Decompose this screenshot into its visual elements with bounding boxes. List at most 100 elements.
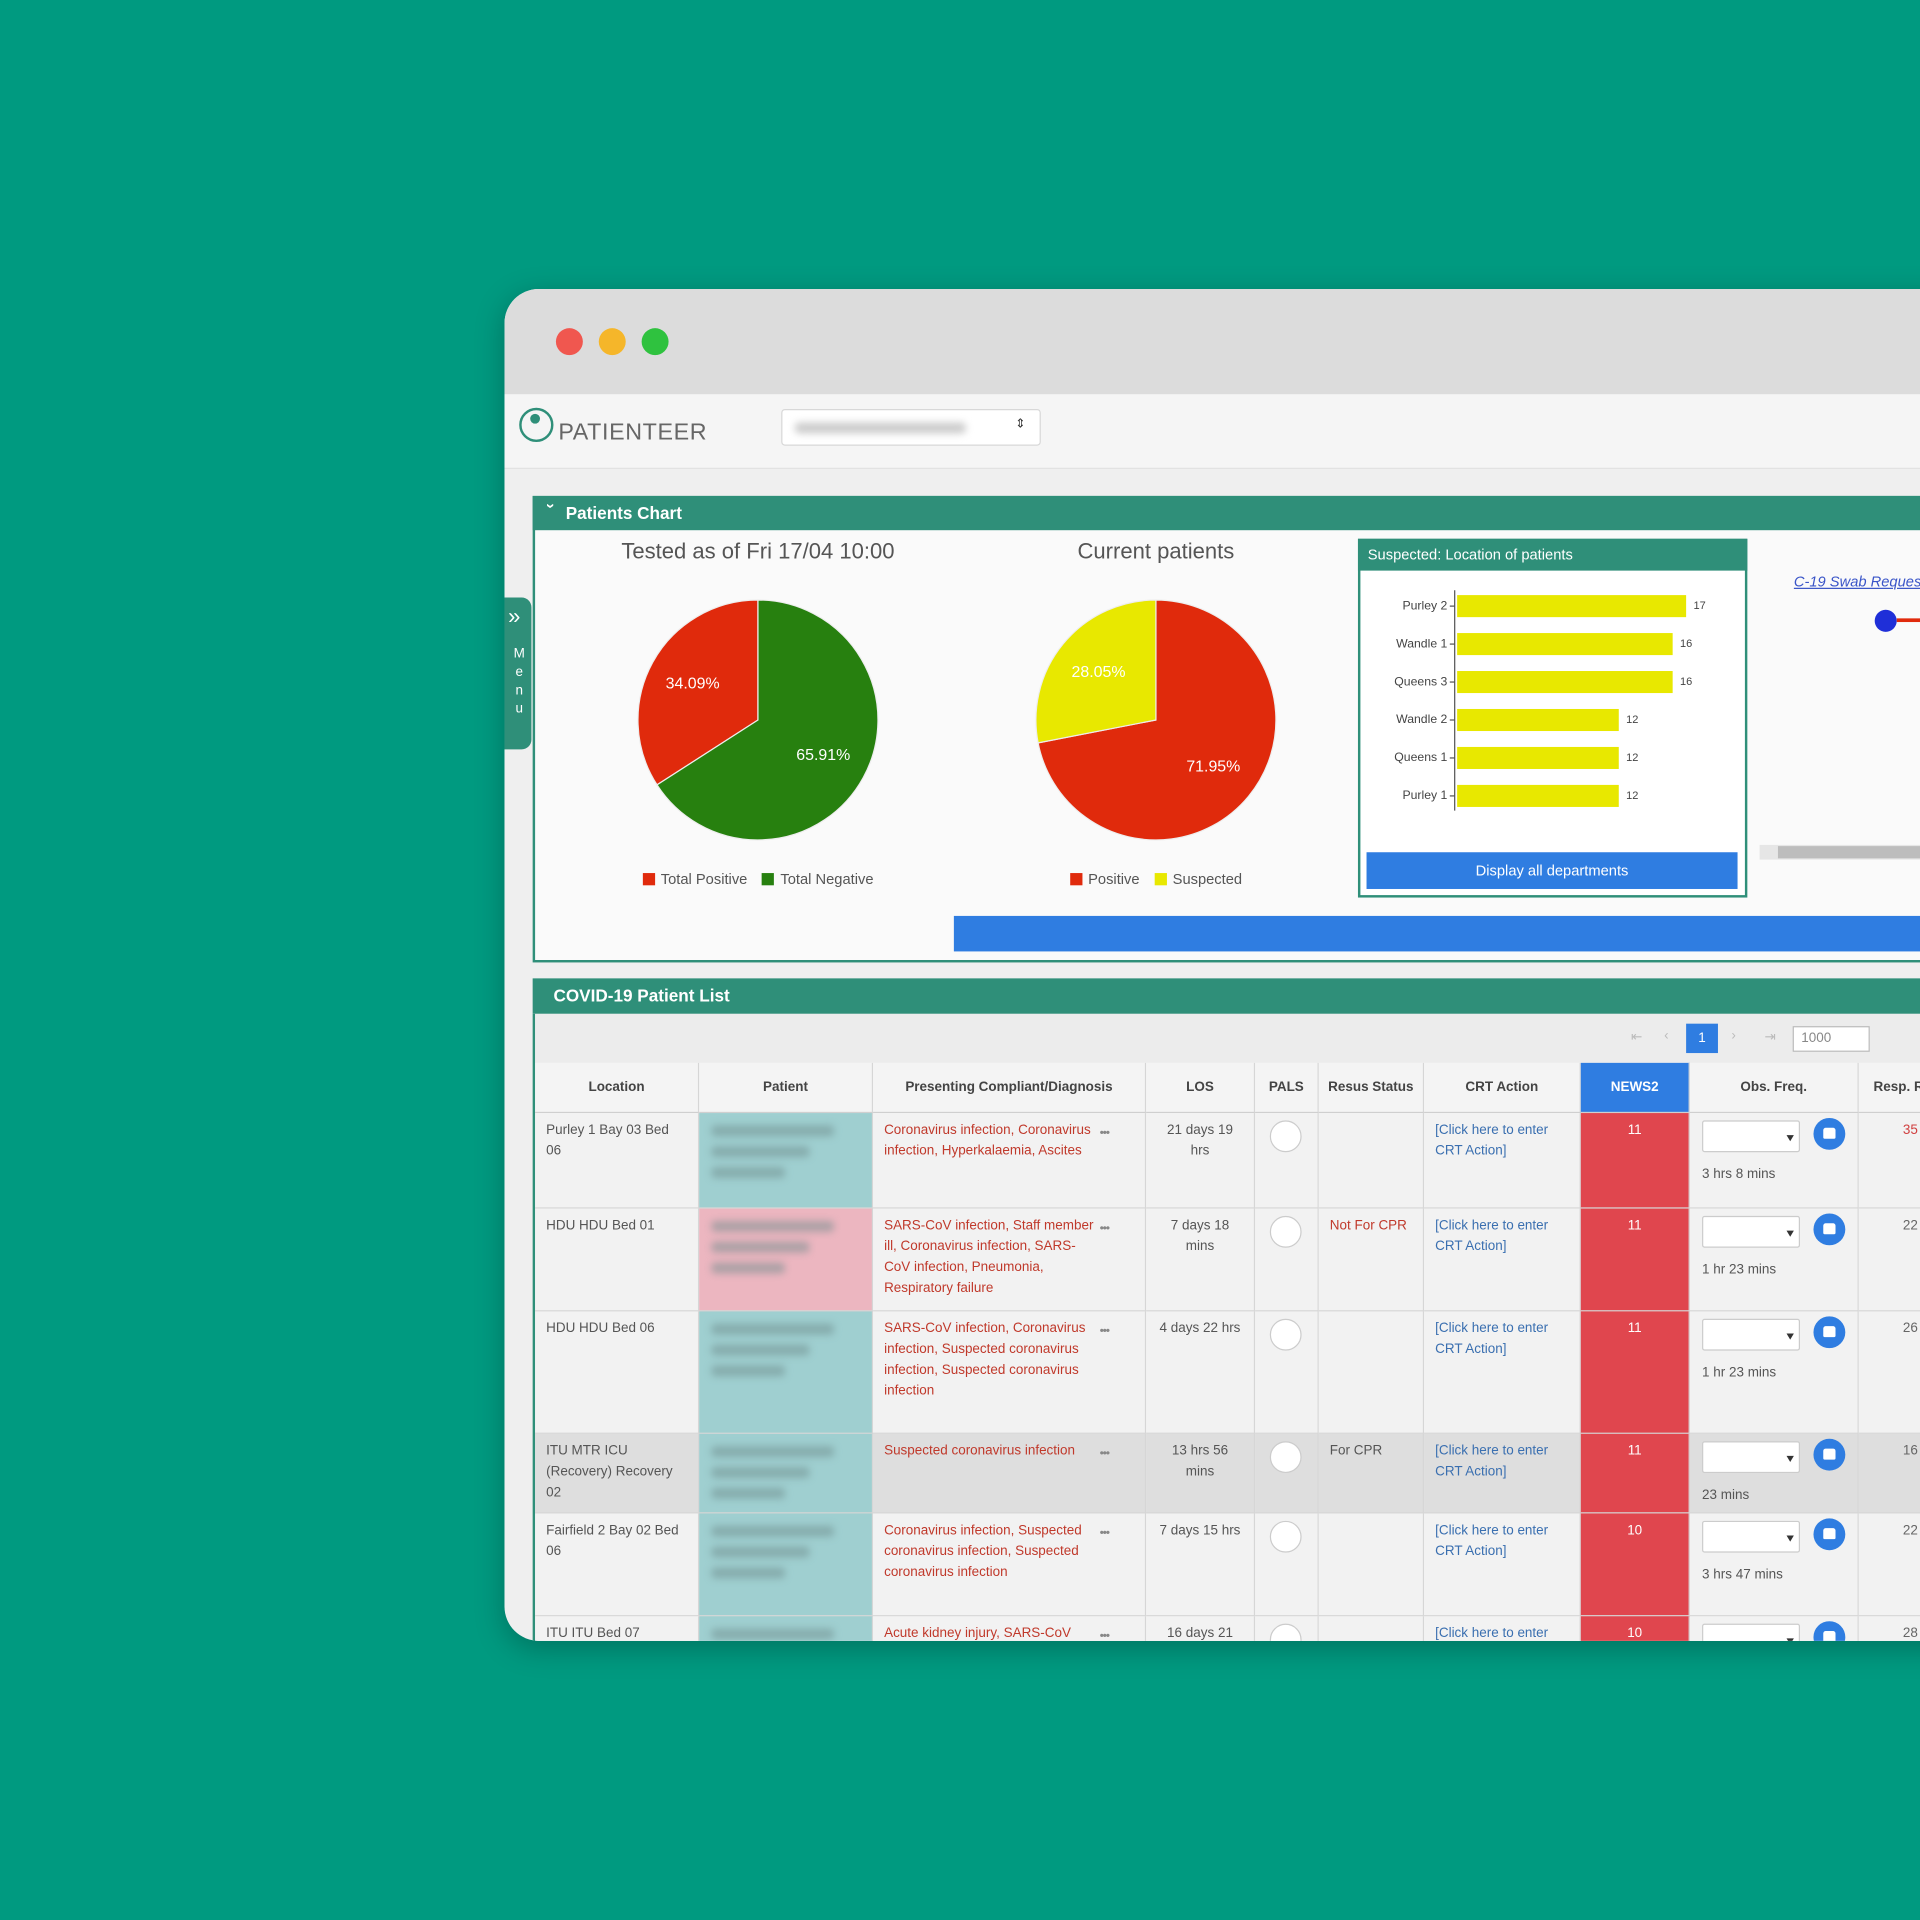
pals-indicator[interactable] — [1269, 1120, 1302, 1153]
column-header[interactable]: Location — [535, 1062, 700, 1114]
obs-select[interactable] — [1702, 1120, 1800, 1153]
crt-cell[interactable]: [Click here to enter CRT Action] — [1424, 1113, 1581, 1209]
pals-indicator[interactable] — [1269, 1441, 1302, 1474]
patient-cell — [699, 1513, 874, 1617]
column-header[interactable]: Obs. Freq. — [1689, 1062, 1859, 1114]
obs-icon[interactable] — [1813, 1438, 1846, 1471]
column-header[interactable]: CRT Action — [1424, 1062, 1581, 1114]
obs-cell: 1 hr 23 mins — [1689, 1311, 1859, 1434]
pie-value-label: 71.95% — [1186, 759, 1240, 776]
obs-cell: 3 hrs 8 mins — [1689, 1113, 1859, 1209]
obs-icon[interactable] — [1813, 1316, 1846, 1349]
logo-head — [530, 413, 540, 424]
obs-select[interactable] — [1702, 1520, 1800, 1553]
pagination-nav[interactable]: ‹ — [1664, 1028, 1669, 1044]
legend-item[interactable]: Total Positive — [642, 869, 747, 889]
page-size-select[interactable]: 1000 — [1792, 1026, 1870, 1052]
obs-select[interactable] — [1702, 1623, 1800, 1641]
crt-cell[interactable]: [Click here to enter CRT Action] — [1424, 1208, 1581, 1312]
panel-title: Patients Chart — [565, 503, 682, 523]
pals-indicator[interactable] — [1269, 1215, 1302, 1248]
bar-value-label: 16 — [1680, 638, 1692, 650]
obs-icon[interactable] — [1813, 1621, 1846, 1641]
diagnosis-cell: Coronavirus infection, Suspected coronav… — [873, 1513, 1147, 1617]
column-header[interactable]: Patient — [699, 1062, 874, 1114]
resus-cell — [1318, 1113, 1425, 1209]
legend-item[interactable]: Suspected — [1154, 869, 1242, 889]
column-header[interactable]: Presenting Compliant/Diagnosis — [873, 1062, 1147, 1114]
panel-header[interactable]: › Patients Chart — [532, 495, 1920, 531]
bar-value-label: 12 — [1626, 714, 1638, 726]
browser-window: PATIENTEER ⇕ » Menu › Patients Chart Tested as… — [504, 288, 1920, 1641]
pagination-nav[interactable]: ⇤ — [1631, 1029, 1643, 1045]
pie-chart: 71.95% 28.05% — [1035, 599, 1277, 841]
blurred-name — [711, 1125, 834, 1137]
obs-select[interactable] — [1702, 1215, 1800, 1248]
organisation-select[interactable]: ⇕ — [781, 408, 1041, 446]
obs-icon[interactable] — [1813, 1117, 1846, 1150]
resp-cell: 35 — [1858, 1113, 1920, 1209]
column-header[interactable]: Resp. Rate — [1858, 1062, 1920, 1114]
los-cell: 16 days 21 — [1146, 1616, 1256, 1641]
more-button[interactable]: ••• — [1099, 1526, 1110, 1541]
menu-chevrons: » — [508, 603, 521, 629]
more-button[interactable]: ••• — [1099, 1629, 1110, 1641]
display-departments-button[interactable]: Display all departments — [1366, 852, 1738, 889]
menu-label: Menu — [511, 646, 527, 720]
blurred-name — [711, 1262, 785, 1274]
blurred-name — [711, 1365, 785, 1377]
legend-item[interactable]: Positive — [1069, 869, 1140, 889]
menu-tab[interactable]: » Menu — [504, 597, 532, 750]
obs-icon[interactable] — [1813, 1518, 1846, 1551]
window-button[interactable] — [598, 328, 626, 356]
pals-indicator[interactable] — [1269, 1623, 1302, 1641]
patient-cell — [699, 1616, 874, 1641]
pagination-nav[interactable]: › — [1731, 1028, 1736, 1044]
pals-cell — [1255, 1208, 1319, 1312]
logo-text: PATIENTEER — [558, 420, 708, 446]
crt-cell[interactable]: [Click here to enter CRT Action] — [1424, 1513, 1581, 1617]
window-button[interactable] — [641, 328, 669, 356]
refresh-bar[interactable] — [953, 915, 1920, 952]
legend-swatch — [642, 873, 655, 886]
column-header[interactable]: PALS — [1255, 1062, 1319, 1114]
crt-cell[interactable]: [Click here to enter — [1424, 1616, 1581, 1641]
bar-chart: Purley 2 17 Wandle 1 16 Queens 3 16 Wandle 2 12… — [1394, 590, 1706, 811]
obs-cell: 1 hr 23 mins — [1689, 1208, 1859, 1312]
legend-item[interactable]: Total Negative — [762, 869, 874, 889]
patient-cell — [699, 1113, 874, 1209]
pals-indicator[interactable] — [1269, 1318, 1302, 1351]
pals-cell — [1255, 1113, 1319, 1209]
column-header[interactable]: Resus Status — [1318, 1062, 1425, 1114]
more-button[interactable]: ••• — [1099, 1126, 1110, 1140]
news2-cell: 11 — [1580, 1311, 1690, 1434]
select-caret — [1786, 1638, 1794, 1641]
swab-link[interactable]: C-19 Swab Requests — [1793, 573, 1920, 591]
obs-time: 3 hrs 8 mins — [1702, 1166, 1776, 1182]
obs-icon-glyph — [1823, 1223, 1836, 1235]
blurred-name — [711, 1466, 810, 1478]
obs-select[interactable] — [1702, 1441, 1800, 1474]
crt-cell[interactable]: [Click here to enter CRT Action] — [1424, 1433, 1581, 1514]
window-button[interactable] — [555, 328, 583, 356]
more-button[interactable]: ••• — [1099, 1447, 1110, 1461]
diagnosis-cell: Acute kidney injury, SARS-CoV ••• — [873, 1616, 1147, 1641]
more-button[interactable]: ••• — [1099, 1324, 1110, 1339]
pie-legend: Positive Suspected — [960, 869, 1352, 889]
resp-cell: 26 — [1858, 1311, 1920, 1434]
pagination-nav[interactable]: ⇥ — [1764, 1029, 1776, 1045]
obs-time: 23 mins — [1702, 1487, 1750, 1503]
los-cell: 7 days 18 mins — [1146, 1208, 1256, 1312]
obs-select[interactable] — [1702, 1318, 1800, 1351]
pie-title: Tested as of Fri 17/04 10:00 — [621, 538, 895, 564]
column-header[interactable]: LOS — [1146, 1062, 1256, 1114]
pagination-page[interactable]: 1 — [1686, 1023, 1718, 1054]
more-button[interactable]: ••• — [1099, 1222, 1110, 1236]
diagnosis-cell: SARS-CoV infection, Coronavirus infectio… — [873, 1311, 1147, 1434]
column-header[interactable]: NEWS2 — [1580, 1062, 1690, 1114]
blurred-name — [711, 1166, 785, 1178]
crt-cell[interactable]: [Click here to enter CRT Action] — [1424, 1311, 1581, 1434]
select-arrow: ⇕ — [1015, 417, 1026, 432]
pals-indicator[interactable] — [1269, 1520, 1302, 1553]
obs-icon[interactable] — [1813, 1213, 1846, 1246]
